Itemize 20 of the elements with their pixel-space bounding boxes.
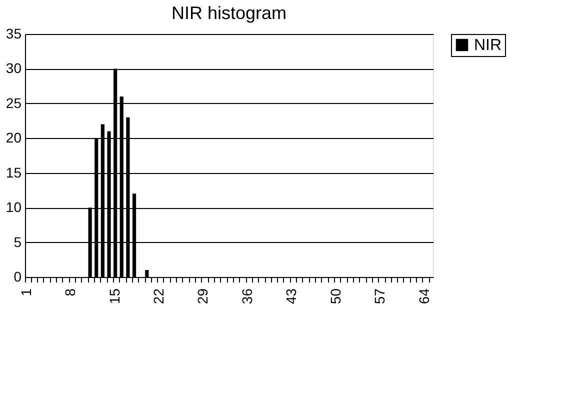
x-tick-label: 1 [18, 288, 34, 296]
y-tick-label: 5 [14, 234, 22, 250]
x-tick-label: 29 [194, 288, 211, 304]
x-tick-label: 15 [106, 288, 122, 304]
y-tick-label: 10 [6, 199, 22, 216]
x-tick-label: 43 [283, 288, 300, 304]
y-tick-label: 35 [6, 26, 22, 42]
x-tick-label: 22 [150, 288, 167, 304]
chart-title: NIR histogram [171, 3, 287, 23]
y-tick-label: 30 [6, 60, 22, 76]
x-tick-label: 8 [62, 288, 78, 296]
x-tick-label: 57 [372, 288, 388, 304]
y-tick-label: 25 [6, 94, 22, 111]
y-tick-label: 15 [6, 164, 22, 180]
y-tick-label: 0 [14, 268, 22, 284]
x-tick-label: 50 [327, 288, 344, 304]
x-tick-label: 36 [238, 288, 255, 304]
y-tick-label: 20 [6, 130, 22, 146]
x-tick-label: 64 [416, 288, 432, 304]
legend-label: NIR [474, 37, 502, 54]
